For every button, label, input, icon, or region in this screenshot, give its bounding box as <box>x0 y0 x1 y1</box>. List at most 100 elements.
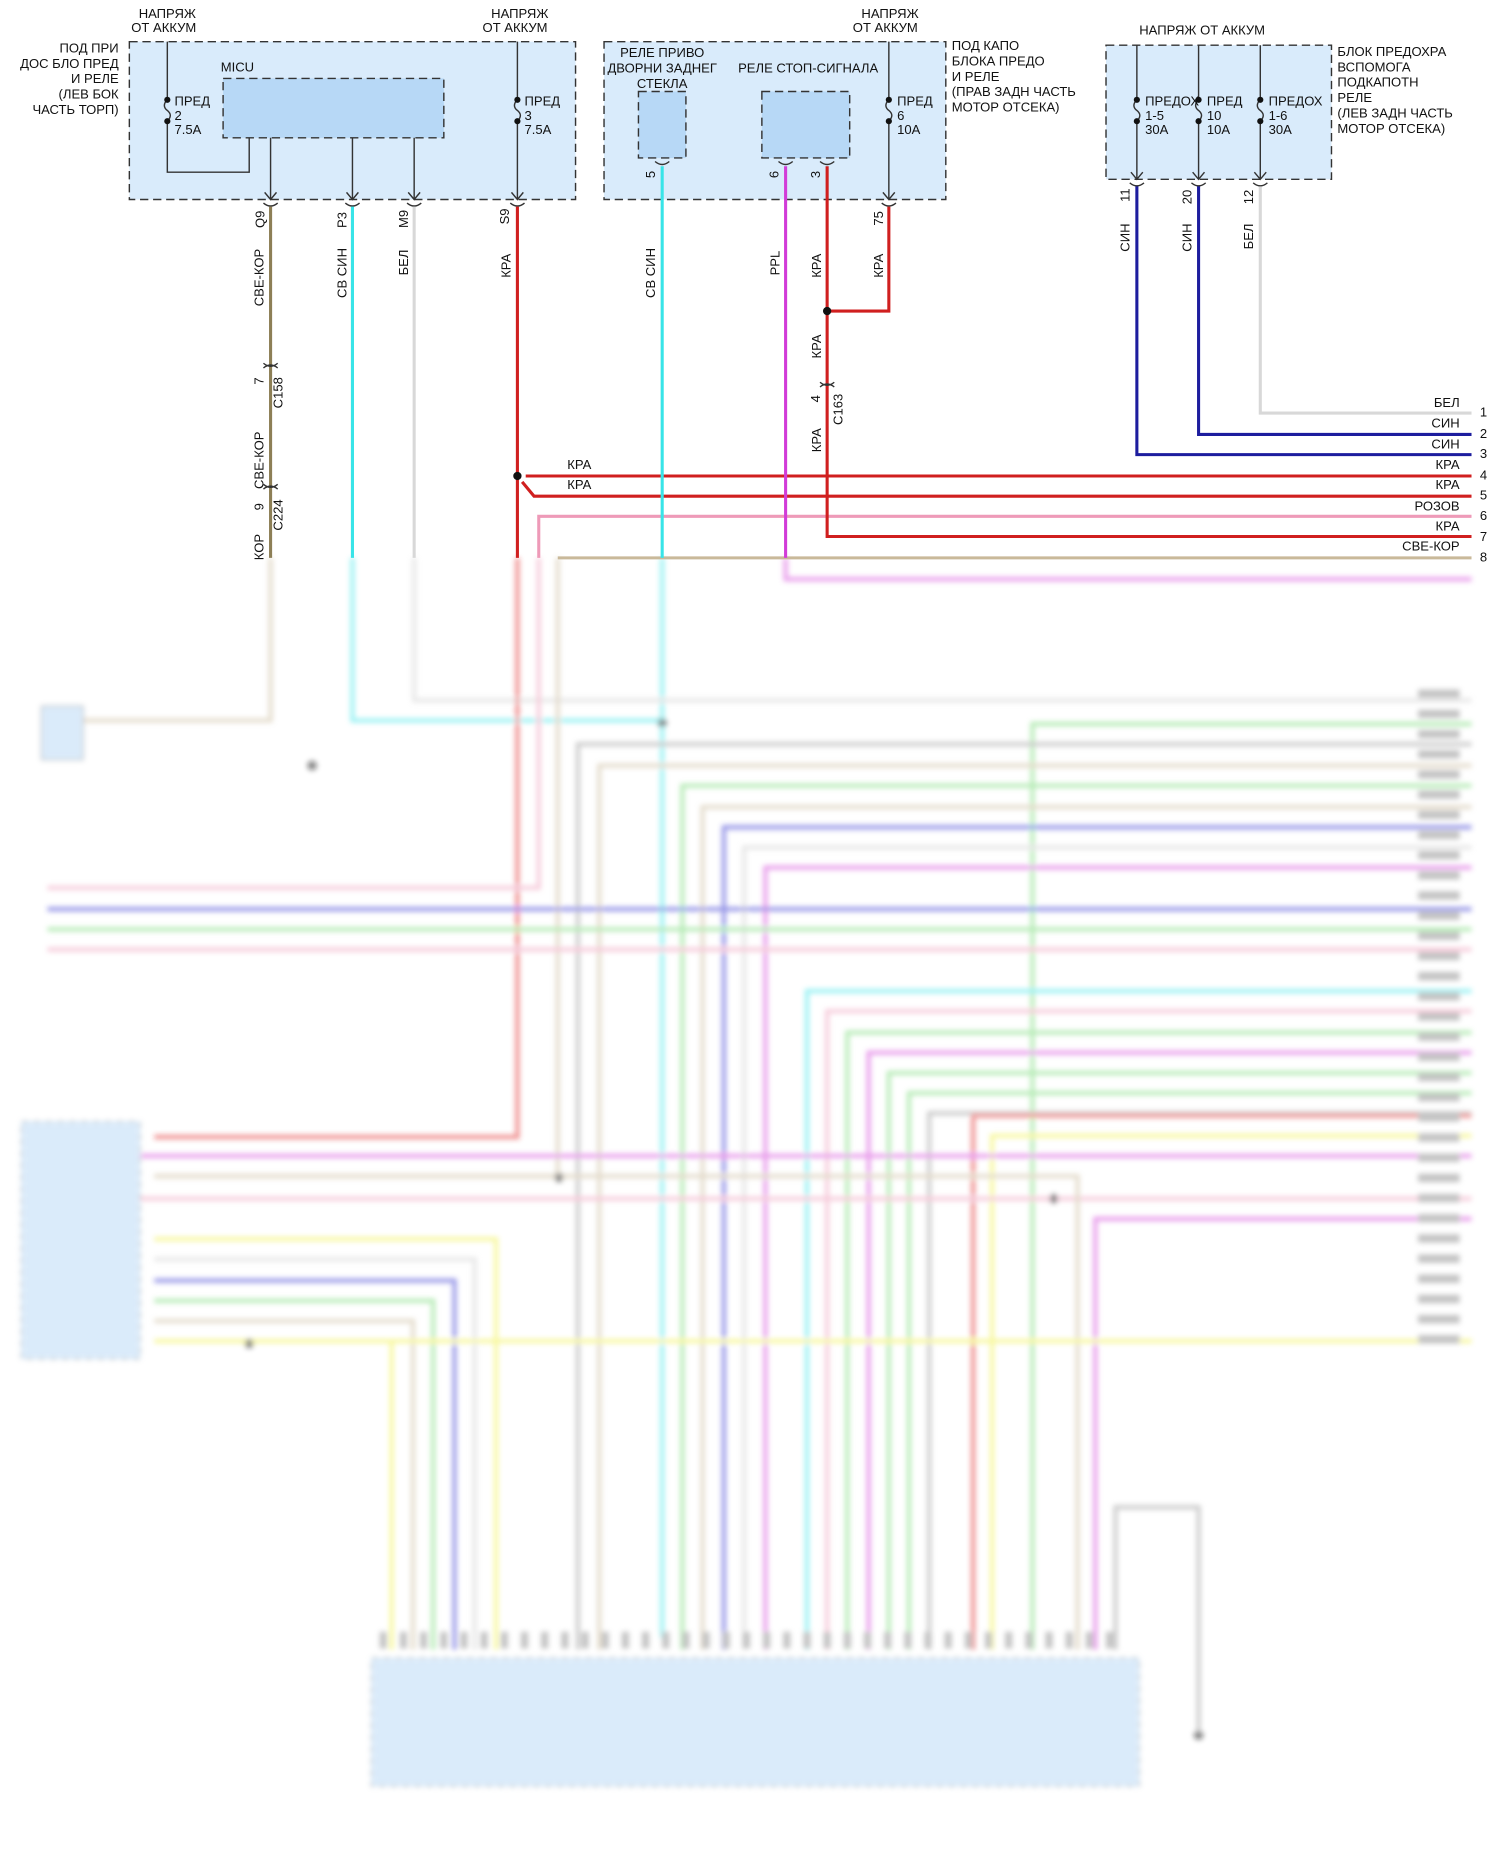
blurred-wire <box>657 718 667 728</box>
wire-label: КРА <box>809 428 824 452</box>
bus-wire-label: КРА <box>1436 457 1460 472</box>
blurred-wire <box>1418 891 1460 900</box>
bus-wire-label: КРА <box>1436 477 1460 492</box>
blurred-wire <box>1418 1072 1460 1082</box>
bus-wire-1 <box>1258 186 1472 415</box>
connector-name: C163 <box>831 394 846 425</box>
blurred-wire <box>40 705 84 761</box>
blurred-wire <box>520 1631 529 1649</box>
bus-pin-number: 4 <box>1480 468 1487 483</box>
fuse-icon <box>513 99 522 122</box>
blurred-wire <box>1030 721 1472 1650</box>
location-label: (ПРАВ ЗАДН ЧАСТЬ <box>952 84 1076 99</box>
wire-label: БЕЛ <box>1241 224 1256 250</box>
blurred-wire <box>944 1631 952 1649</box>
blurred-wire <box>83 557 273 723</box>
blurred-wire <box>1418 992 1460 1001</box>
blurred-wire <box>1049 1193 1059 1204</box>
blurred-wire <box>350 557 663 723</box>
blurred-wire <box>1045 1631 1053 1649</box>
bus-pin-number: 6 <box>1480 508 1487 523</box>
blurred-wire <box>964 1631 972 1649</box>
blurred-wire <box>722 1631 730 1649</box>
rear-wiper-relay <box>637 90 687 159</box>
blurred-wire <box>1418 750 1460 759</box>
blurred-wire <box>803 1631 811 1649</box>
blurred-wire <box>1418 729 1460 739</box>
blurred-wire <box>1418 1193 1460 1203</box>
blurred-wire <box>581 1631 589 1649</box>
blurred-wire <box>541 1631 549 1649</box>
blurred-wire <box>1418 709 1460 719</box>
blurred-wire <box>1093 1216 1472 1650</box>
location-label: (ЛЕВ БОК <box>59 87 119 102</box>
blurred-wire <box>804 988 1472 1650</box>
fuse-label: ПРЕД <box>1207 94 1243 109</box>
relay-label: ДВОРНИ ЗАДНЕГ <box>607 61 716 76</box>
blurred-wire <box>1418 951 1460 961</box>
bus-labels: БЕЛ СИН СИН КРА КРА РОЗОВ КРА СВЕ-КОР 1 … <box>1402 395 1487 564</box>
fuse-label: 3 <box>525 108 532 123</box>
wire-label: БЕЛ <box>396 250 411 276</box>
pin-label: Q9 <box>253 211 268 228</box>
blurred-wire <box>154 1236 499 1650</box>
blurred-wire <box>682 1631 690 1649</box>
blurred-wire <box>1418 770 1460 779</box>
connector-pin: 7 <box>251 377 266 384</box>
blurred-wire <box>984 1631 993 1649</box>
wire-label: СВ СИН <box>335 248 350 298</box>
bus-wire-label: СИН <box>1431 415 1459 430</box>
connector-name: C224 <box>270 499 285 530</box>
fuse-label: 30A <box>1145 122 1169 137</box>
wire-label: КРА <box>809 253 824 277</box>
pin-label: 5 <box>643 171 658 178</box>
fuse-label: ПРЕДОХ <box>1145 94 1199 109</box>
location-label: БЛОК ПРЕДОХРА <box>1337 44 1446 59</box>
fuse-label: 7.5A <box>174 122 201 137</box>
blurred-wire <box>1005 1631 1013 1649</box>
bus-wire-label: БЕЛ <box>1434 395 1460 410</box>
connector-name: C158 <box>270 377 285 408</box>
blurred-wire <box>1418 911 1460 920</box>
blurred-wire <box>763 1631 771 1649</box>
location-label: ПОДКАПОТН <box>1337 75 1418 90</box>
blurred-wire <box>702 1631 710 1649</box>
blurred-wire <box>154 1278 457 1650</box>
blurred-wire <box>1025 1631 1033 1649</box>
pin-label: 75 <box>871 211 886 226</box>
blurred-wire <box>154 557 560 1179</box>
blurred-wire <box>500 1631 508 1649</box>
blurred-wire <box>244 1338 254 1349</box>
blurred-wire <box>1418 1234 1460 1243</box>
blurred-wire <box>927 1111 1472 1650</box>
blurred-wire <box>1085 1631 1093 1649</box>
wire-label: СИН <box>1179 223 1194 251</box>
fuse-label: ПРЕД <box>174 94 210 109</box>
bus-pin-number: 8 <box>1480 549 1487 564</box>
wire-label: КРА <box>871 253 886 277</box>
bus-pin-number: 3 <box>1480 446 1487 461</box>
wire-label: СВ СИН <box>643 248 658 298</box>
blurred-wire <box>700 805 1472 1650</box>
blurred-wire <box>662 1631 670 1649</box>
wire-label: КРА <box>567 457 591 472</box>
pin-label: P3 <box>335 212 350 228</box>
wire-label: СВЕ-КОР <box>251 249 266 307</box>
bus-wire-5 <box>520 480 1472 498</box>
blurred-wire <box>1418 1012 1460 1021</box>
aux-fuse-box-dash <box>1105 44 1333 181</box>
blurred-wire <box>307 760 317 771</box>
location-label: ПОД ПРИ <box>59 40 118 55</box>
pin-label: 12 <box>1241 190 1256 205</box>
blurred-wire <box>399 1631 408 1649</box>
blurred-wire <box>154 1298 436 1650</box>
blurred-wire <box>440 1631 448 1649</box>
blurred-wire <box>1418 1254 1460 1263</box>
connector-c224: 9 C224 <box>251 483 285 531</box>
bus-pin-number: 2 <box>1480 426 1487 441</box>
blurred-wire <box>1418 1093 1460 1102</box>
blurred-wire <box>1418 1314 1460 1324</box>
wire-label: PPL <box>768 251 783 276</box>
location-label: (ЛЕВ ЗАДН ЧАСТЬ <box>1337 106 1452 121</box>
wire-label: КРА <box>567 477 591 492</box>
